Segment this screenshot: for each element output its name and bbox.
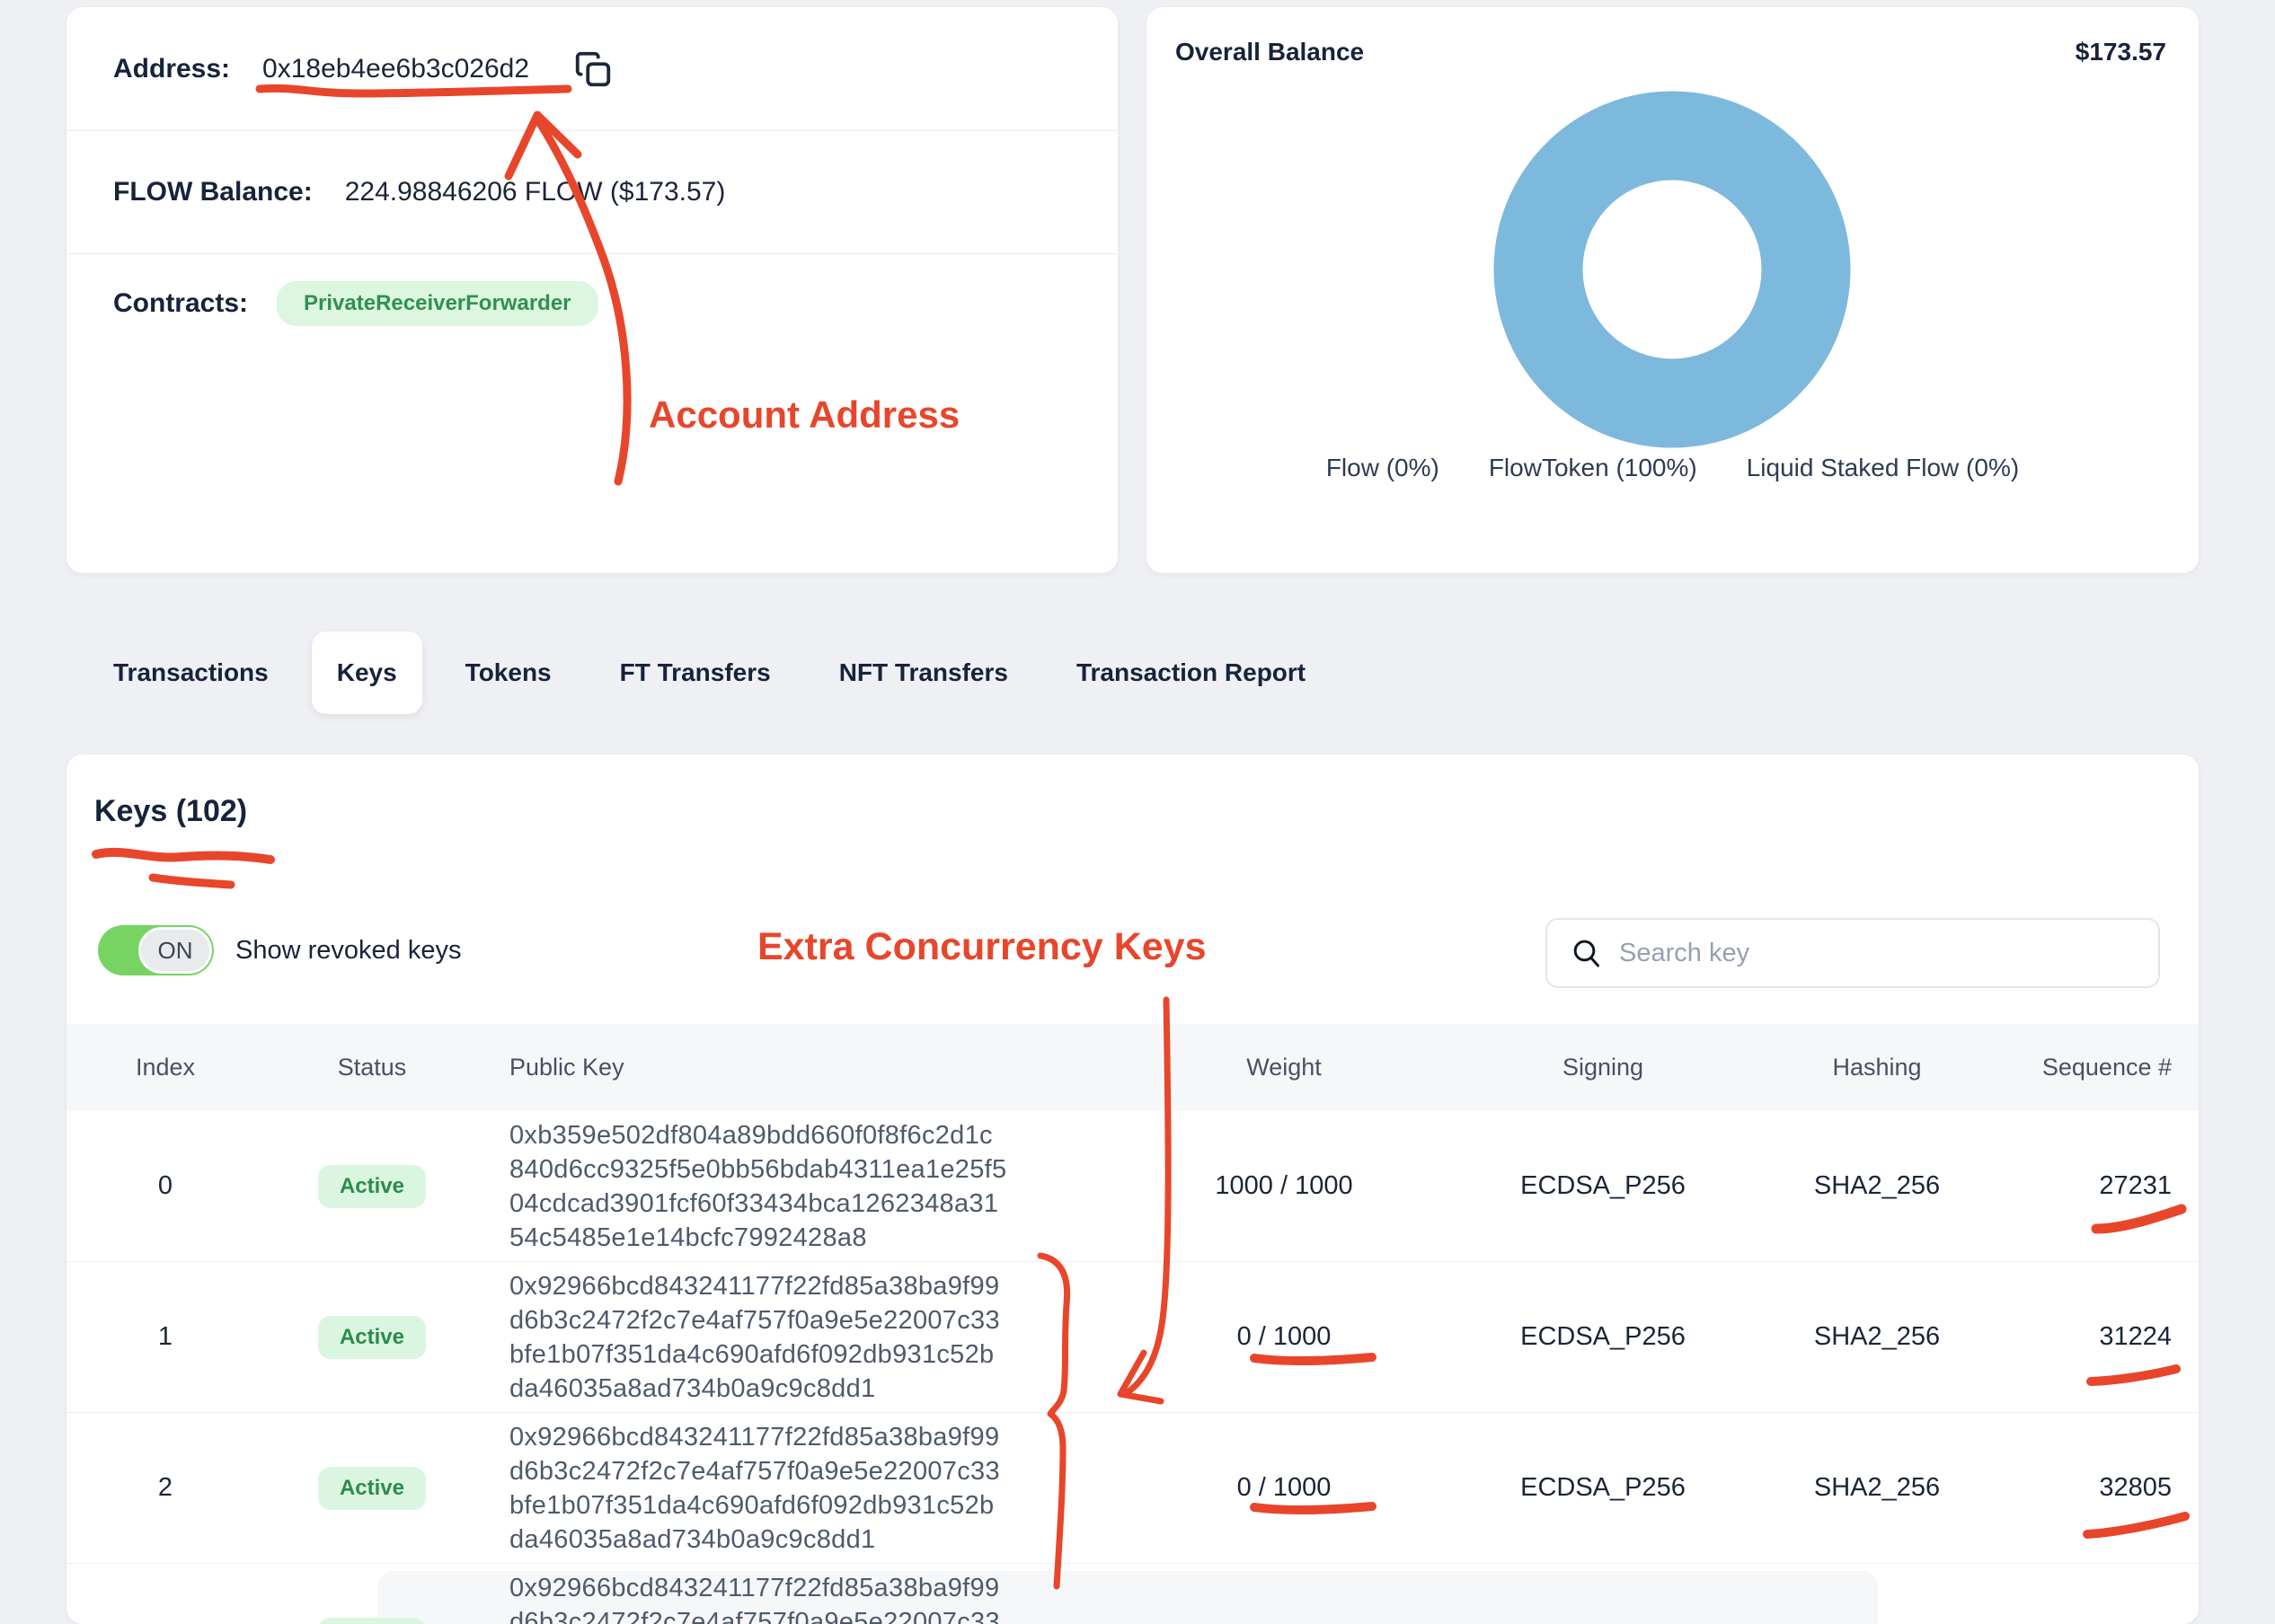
contracts-label: Contracts: [113, 288, 249, 318]
key-sequence-cell: 27231 [2099, 1171, 2172, 1200]
flow-balance-value: 224.98846206 FLOW ($173.57) [344, 177, 726, 207]
key-hashing-cell: SHA2_256 [1813, 1322, 1941, 1351]
public-key-line: bfe1b07f351da4c690afd6f092db931c52b [509, 1339, 995, 1369]
table-row: 1 Active 0x92966bcd843241177f22fd85a38ba9f… [66, 1262, 2199, 1413]
key-index-cell: 0 [157, 1171, 173, 1200]
overall-balance-card: Overall Balance $173.57 Flow (0%) FlowTo… [1146, 7, 2199, 573]
flow-balance-row: FLOW Balance: 224.98846206 FLOW ($173.57… [66, 131, 1118, 254]
balance-title: Overall Balance [1175, 38, 1365, 66]
keys-title: Keys (102) [94, 794, 248, 828]
key-signing-cell: ECDSA_P256 [1520, 1322, 1686, 1351]
public-key-cell: 0xb359e502df804a89bdd660f0f8f6c2d1c 840d6… [480, 1118, 1109, 1255]
status-badge: Active [317, 1618, 427, 1624]
contract-badge[interactable]: PrivateReceiverForwarder [277, 281, 598, 326]
copy-address-button[interactable] [572, 49, 614, 90]
public-key-line: 04cdcad3901fcf60f33434bca1262348a31 [509, 1188, 999, 1218]
key-signing-cell: ECDSA_P256 [1520, 1473, 1686, 1502]
tab-keys[interactable]: Keys [311, 631, 422, 714]
header-sequence: Sequence # [2041, 1054, 2172, 1081]
account-address-value: 0x18eb4ee6b3c026d2 [262, 53, 529, 84]
tab-tokens[interactable]: Tokens [440, 631, 577, 714]
table-row: 2 Active 0x92966bcd843241177f22fd85a38ba9f… [66, 1413, 2199, 1564]
public-key-line: da46035a8ad734b0a9c9c8dd1 [509, 1373, 876, 1403]
key-index-cell: 2 [157, 1473, 173, 1502]
public-key-line: d6b3c2472f2c7e4af757f0a9e5e22007c33 [509, 1305, 1000, 1335]
public-key-cell: 0x92966bcd843241177f22fd85a38ba9f99 d6b3c… [480, 1269, 1109, 1406]
public-key-line: 840d6cc9325f5e0bb56bdab4311ea1e25f5 [509, 1154, 1007, 1184]
public-key-line: 54c5485e1e14bcfc7992428a8 [509, 1222, 867, 1252]
public-key-cell: 0x92966bcd843241177f22fd85a38ba9f99 d6b3c… [480, 1420, 1109, 1557]
tab-transactions[interactable]: Transactions [88, 631, 294, 714]
table-row: 3Active0x92966bcd843241177f22fd85a38ba9f… [66, 1564, 2199, 1624]
status-badge: Active [317, 1164, 427, 1208]
search-input[interactable] [1619, 920, 2158, 986]
status-badge: Active [317, 1315, 427, 1359]
header-signing: Signing [1562, 1054, 1644, 1081]
table-row: 0 Active 0xb359e502df804a89bdd660f0f8f6c2d… [66, 1111, 2199, 1262]
contracts-row: Contracts: PrivateReceiverForwarder [66, 254, 1118, 353]
key-hashing-cell: SHA2_256 [1813, 1171, 1941, 1200]
status-cell: Active [264, 1315, 480, 1359]
status-cell: Active [264, 1466, 480, 1510]
legend-item-liquid-staked-flow: Liquid Staked Flow (0%) [1746, 454, 2020, 481]
keys-table-body: 0 Active 0xb359e502df804a89bdd660f0f8f6c2d… [66, 1111, 2199, 1624]
public-key-line: 0x92966bcd843241177f22fd85a38ba9f99 [509, 1574, 1000, 1602]
toggle-knob[interactable]: ON [138, 927, 212, 974]
public-key-line: da46035a8ad734b0a9c9c8dd1 [509, 1524, 876, 1554]
search-icon [1573, 940, 1599, 967]
legend-item-flowtoken: FlowToken (100%) [1488, 454, 1697, 481]
key-weight-cell: 0 / 1000 [1236, 1322, 1332, 1351]
key-sequence-cell: 31224 [2099, 1322, 2172, 1351]
public-key-line: bfe1b07f351da4c690afd6f092db931c52b [509, 1490, 995, 1520]
public-key-line: 0x92966bcd843241177f22fd85a38ba9f99 [509, 1422, 1000, 1452]
tab-transaction-report[interactable]: Transaction Report [1051, 631, 1331, 714]
status-badge: Active [317, 1466, 427, 1510]
search-box [1545, 918, 2160, 988]
chart-legend: Flow (0%) FlowToken (100%) Liquid Staked… [1146, 454, 2199, 482]
header-index: Index [135, 1054, 196, 1081]
public-key-line: 0xb359e502df804a89bdd660f0f8f6c2d1c [509, 1120, 993, 1150]
status-cell: Active [264, 1164, 480, 1208]
table-header: Index Status Public Key Weight Signing H… [66, 1024, 2199, 1111]
balance-total: $173.57 [2075, 38, 2166, 66]
show-revoked-label: Show revoked keys [235, 935, 462, 965]
row-hover-highlight [377, 1571, 1878, 1624]
key-weight-cell: 1000 / 1000 [1215, 1171, 1353, 1200]
public-key-line: d6b3c2472f2c7e4af757f0a9e5e22007c33 [509, 1608, 1000, 1624]
header-status: Status [337, 1054, 407, 1081]
copy-icon [575, 51, 611, 86]
address-label: Address: [113, 53, 231, 84]
status-cell: Active [264, 1618, 480, 1624]
key-hashing-cell: SHA2_256 [1813, 1473, 1941, 1502]
header-public-key: Public Key [509, 1054, 624, 1081]
legend-item-flow: Flow (0%) [1325, 454, 1439, 481]
tab-ft-transfers[interactable]: FT Transfers [595, 631, 796, 714]
header-weight: Weight [1246, 1054, 1322, 1081]
tab-bar: Transactions Keys Tokens FT Transfers NF… [66, 631, 1331, 714]
key-signing-cell: ECDSA_P256 [1520, 1171, 1686, 1200]
public-key-cell: 0x92966bcd843241177f22fd85a38ba9f99 d6b3c… [480, 1571, 1109, 1624]
public-key-line: d6b3c2472f2c7e4af757f0a9e5e22007c33 [509, 1456, 1000, 1486]
address-row: Address: 0x18eb4ee6b3c026d2 [66, 7, 1118, 131]
public-key-line: 0x92966bcd843241177f22fd85a38ba9f99 [509, 1271, 1000, 1301]
key-weight-cell: 0 / 1000 [1236, 1473, 1332, 1502]
flow-balance-label: FLOW Balance: [113, 177, 313, 207]
header-hashing: Hashing [1832, 1054, 1922, 1081]
account-summary-card: Address: 0x18eb4ee6b3c026d2 FLOW Balance… [66, 7, 1118, 573]
show-revoked-toggle[interactable]: ON [98, 925, 214, 975]
tab-nft-transfers[interactable]: NFT Transfers [814, 631, 1033, 714]
donut-segment-flowtoken [1493, 91, 1851, 448]
key-index-cell: 1 [157, 1322, 173, 1351]
balance-donut-chart [1492, 90, 1852, 449]
key-sequence-cell: 32805 [2099, 1473, 2172, 1502]
keys-panel: Keys (102) ON Show revoked keys Index St… [66, 755, 2199, 1624]
balance-header: Overall Balance $173.57 [1146, 7, 2199, 66]
